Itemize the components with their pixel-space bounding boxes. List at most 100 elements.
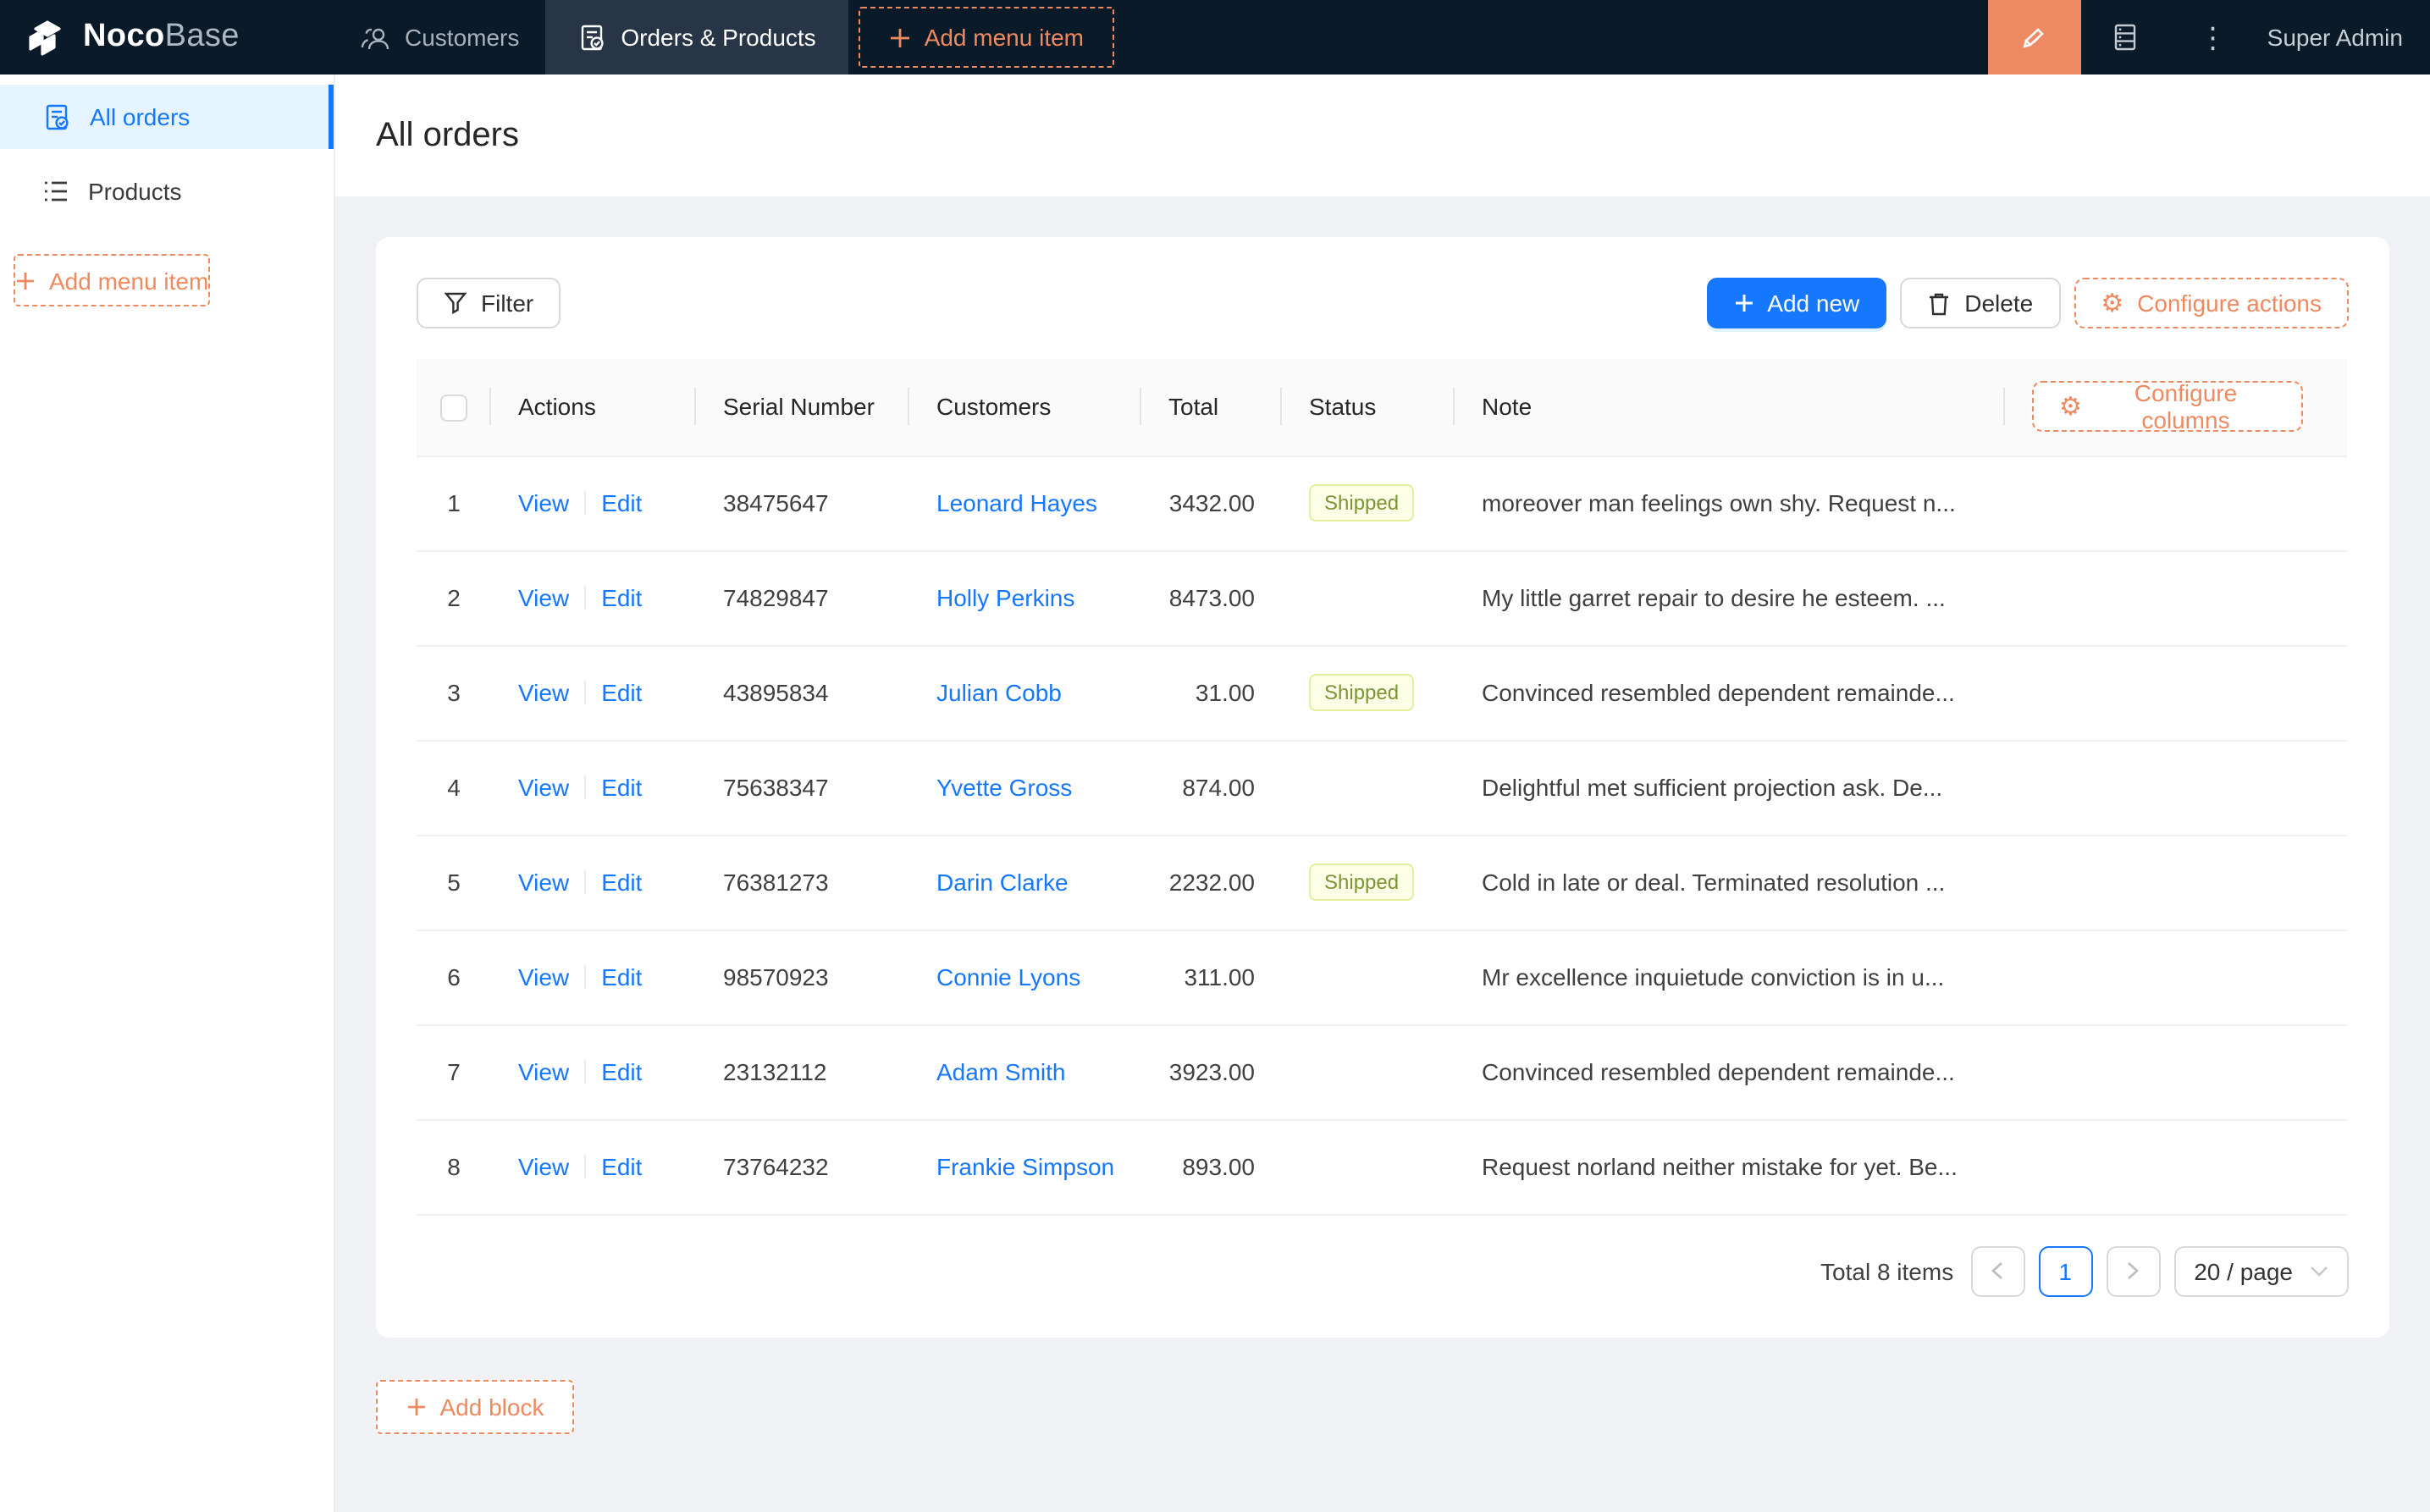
orders-table-card: Filter Add new	[376, 237, 2389, 1337]
view-link[interactable]: View	[518, 869, 570, 896]
page-size-select[interactable]: 20 / page	[2173, 1245, 2349, 1296]
serial-number-cell: 43895834	[696, 645, 909, 741]
customer-link[interactable]: Darin Clarke	[936, 869, 1069, 896]
total-cell: 3923.00	[1141, 1024, 1282, 1120]
row-index-cell[interactable]: 8	[417, 1119, 491, 1215]
customer-link[interactable]: Frankie Simpson	[936, 1153, 1115, 1180]
customer-link[interactable]: Leonard Hayes	[936, 489, 1097, 516]
column-header-status: Status	[1282, 359, 1455, 455]
customer-link[interactable]: Holly Perkins	[936, 584, 1075, 611]
database-icon	[2110, 22, 2140, 52]
database-icon-button[interactable]	[2081, 0, 2169, 74]
edit-link[interactable]: Edit	[601, 869, 643, 896]
row-index-cell[interactable]: 2	[417, 550, 491, 646]
ui-editor-button[interactable]	[1987, 0, 2081, 74]
sidebar-add-menu-item-button[interactable]: Add menu item	[14, 254, 211, 306]
total-cell: 2232.00	[1141, 835, 1282, 930]
total-cell: 874.00	[1141, 740, 1282, 836]
edit-link[interactable]: Edit	[601, 584, 643, 611]
customer-link[interactable]: Yvette Gross	[936, 774, 1073, 801]
filter-icon	[444, 291, 467, 315]
row-index-cell[interactable]: 7	[417, 1024, 491, 1120]
sidebar-item-all-orders[interactable]: All orders	[0, 85, 334, 149]
edit-link[interactable]: Edit	[601, 489, 643, 516]
nav-tab-customers[interactable]: Customers	[335, 0, 544, 74]
row-index-cell[interactable]: 1	[417, 455, 491, 551]
table-header-row: Actions Serial Number Customers Total St…	[417, 359, 2347, 455]
row-config-spacer-cell	[2005, 1024, 2347, 1120]
edit-link[interactable]: Edit	[601, 1153, 643, 1180]
column-header-total: Total	[1141, 359, 1282, 455]
customer-cell: Adam Smith	[909, 1024, 1141, 1120]
body-wrap: All orders Products Add menu item	[0, 74, 2430, 1512]
nocobase-logo-icon	[24, 15, 68, 59]
customer-cell: Yvette Gross	[909, 740, 1141, 836]
plus-icon	[1733, 293, 1753, 313]
total-cell: 3432.00	[1141, 455, 1282, 551]
serial-number-cell: 74829847	[696, 550, 909, 646]
pagination-next-button[interactable]	[2106, 1245, 2161, 1296]
configure-actions-button[interactable]: ⚙ Configure actions	[2074, 278, 2349, 328]
chevron-right-icon	[2125, 1261, 2140, 1280]
action-link-divider	[584, 1060, 587, 1084]
customer-cell: Holly Perkins	[909, 550, 1141, 646]
row-index-cell[interactable]: 6	[417, 930, 491, 1025]
add-new-button[interactable]: Add new	[1706, 278, 1887, 328]
nav-tab-orders-products[interactable]: Orders & Products	[544, 0, 848, 74]
view-link[interactable]: View	[518, 774, 570, 801]
view-link[interactable]: View	[518, 679, 570, 706]
more-options-button[interactable]: ⋮	[2169, 0, 2257, 74]
action-link-divider	[584, 965, 587, 989]
header-spacer	[1114, 0, 1988, 74]
toolbar-right-group: Add new Delete	[1706, 278, 2349, 328]
edit-link[interactable]: Edit	[601, 1058, 643, 1085]
user-menu[interactable]: Super Admin	[2267, 24, 2403, 51]
note-cell: Mr excellence inquietude conviction is i…	[1455, 930, 2005, 1025]
view-link[interactable]: View	[518, 584, 570, 611]
customer-link[interactable]: Julian Cobb	[936, 679, 1062, 706]
select-all-checkbox[interactable]	[440, 394, 467, 422]
logo[interactable]: NocoBase	[0, 0, 335, 74]
edit-link[interactable]: Edit	[601, 679, 643, 706]
pagination: Total 8 items 1	[417, 1245, 2349, 1296]
row-actions-cell: View Edit	[491, 930, 696, 1025]
edit-link[interactable]: Edit	[601, 963, 643, 991]
header-add-menu-item-button[interactable]: Add menu item	[858, 7, 1115, 68]
edit-link[interactable]: Edit	[601, 774, 643, 801]
row-actions-cell: View Edit	[491, 645, 696, 741]
pagination-prev-button[interactable]	[1970, 1245, 2025, 1296]
delete-button[interactable]: Delete	[1900, 278, 2061, 328]
add-block-button[interactable]: Add block	[376, 1379, 574, 1433]
serial-number-cell: 76381273	[696, 835, 909, 930]
pagination-page-1[interactable]: 1	[2038, 1245, 2093, 1296]
pagination-total: Total 8 items	[1820, 1257, 1954, 1284]
view-link[interactable]: View	[518, 1153, 570, 1180]
sidebar-item-products[interactable]: Products	[0, 159, 334, 223]
file-done-icon	[42, 102, 71, 131]
view-link[interactable]: View	[518, 489, 570, 516]
note-cell: Convinced resembled dependent remainde..…	[1455, 1024, 2005, 1120]
filter-button[interactable]: Filter	[417, 278, 561, 328]
column-header-customers: Customers	[909, 359, 1141, 455]
sidebar: All orders Products Add menu item	[0, 74, 335, 1512]
row-index-cell[interactable]: 4	[417, 740, 491, 836]
main-area: All orders Filter	[335, 74, 2430, 1512]
customer-link[interactable]: Adam Smith	[936, 1058, 1066, 1085]
sidebar-item-label: All orders	[90, 103, 191, 130]
configure-columns-button[interactable]: ⚙ Configure columns	[2032, 380, 2303, 434]
column-header-note: Note	[1455, 359, 2005, 455]
note-cell: My little garret repair to desire he est…	[1455, 550, 2005, 646]
row-config-spacer-cell	[2005, 550, 2347, 646]
view-link[interactable]: View	[518, 963, 570, 991]
serial-number-cell: 38475647	[696, 455, 909, 551]
unordered-list-icon	[42, 178, 69, 205]
status-cell: Shipped	[1282, 835, 1455, 930]
row-index-cell[interactable]: 5	[417, 835, 491, 930]
view-link[interactable]: View	[518, 1058, 570, 1085]
status-cell	[1282, 1024, 1455, 1120]
customer-link[interactable]: Connie Lyons	[936, 963, 1081, 991]
row-index-cell[interactable]: 3	[417, 645, 491, 741]
gear-icon: ⚙	[2101, 289, 2124, 317]
plus-icon	[15, 270, 36, 290]
nav-tab-label: Customers	[405, 24, 520, 51]
